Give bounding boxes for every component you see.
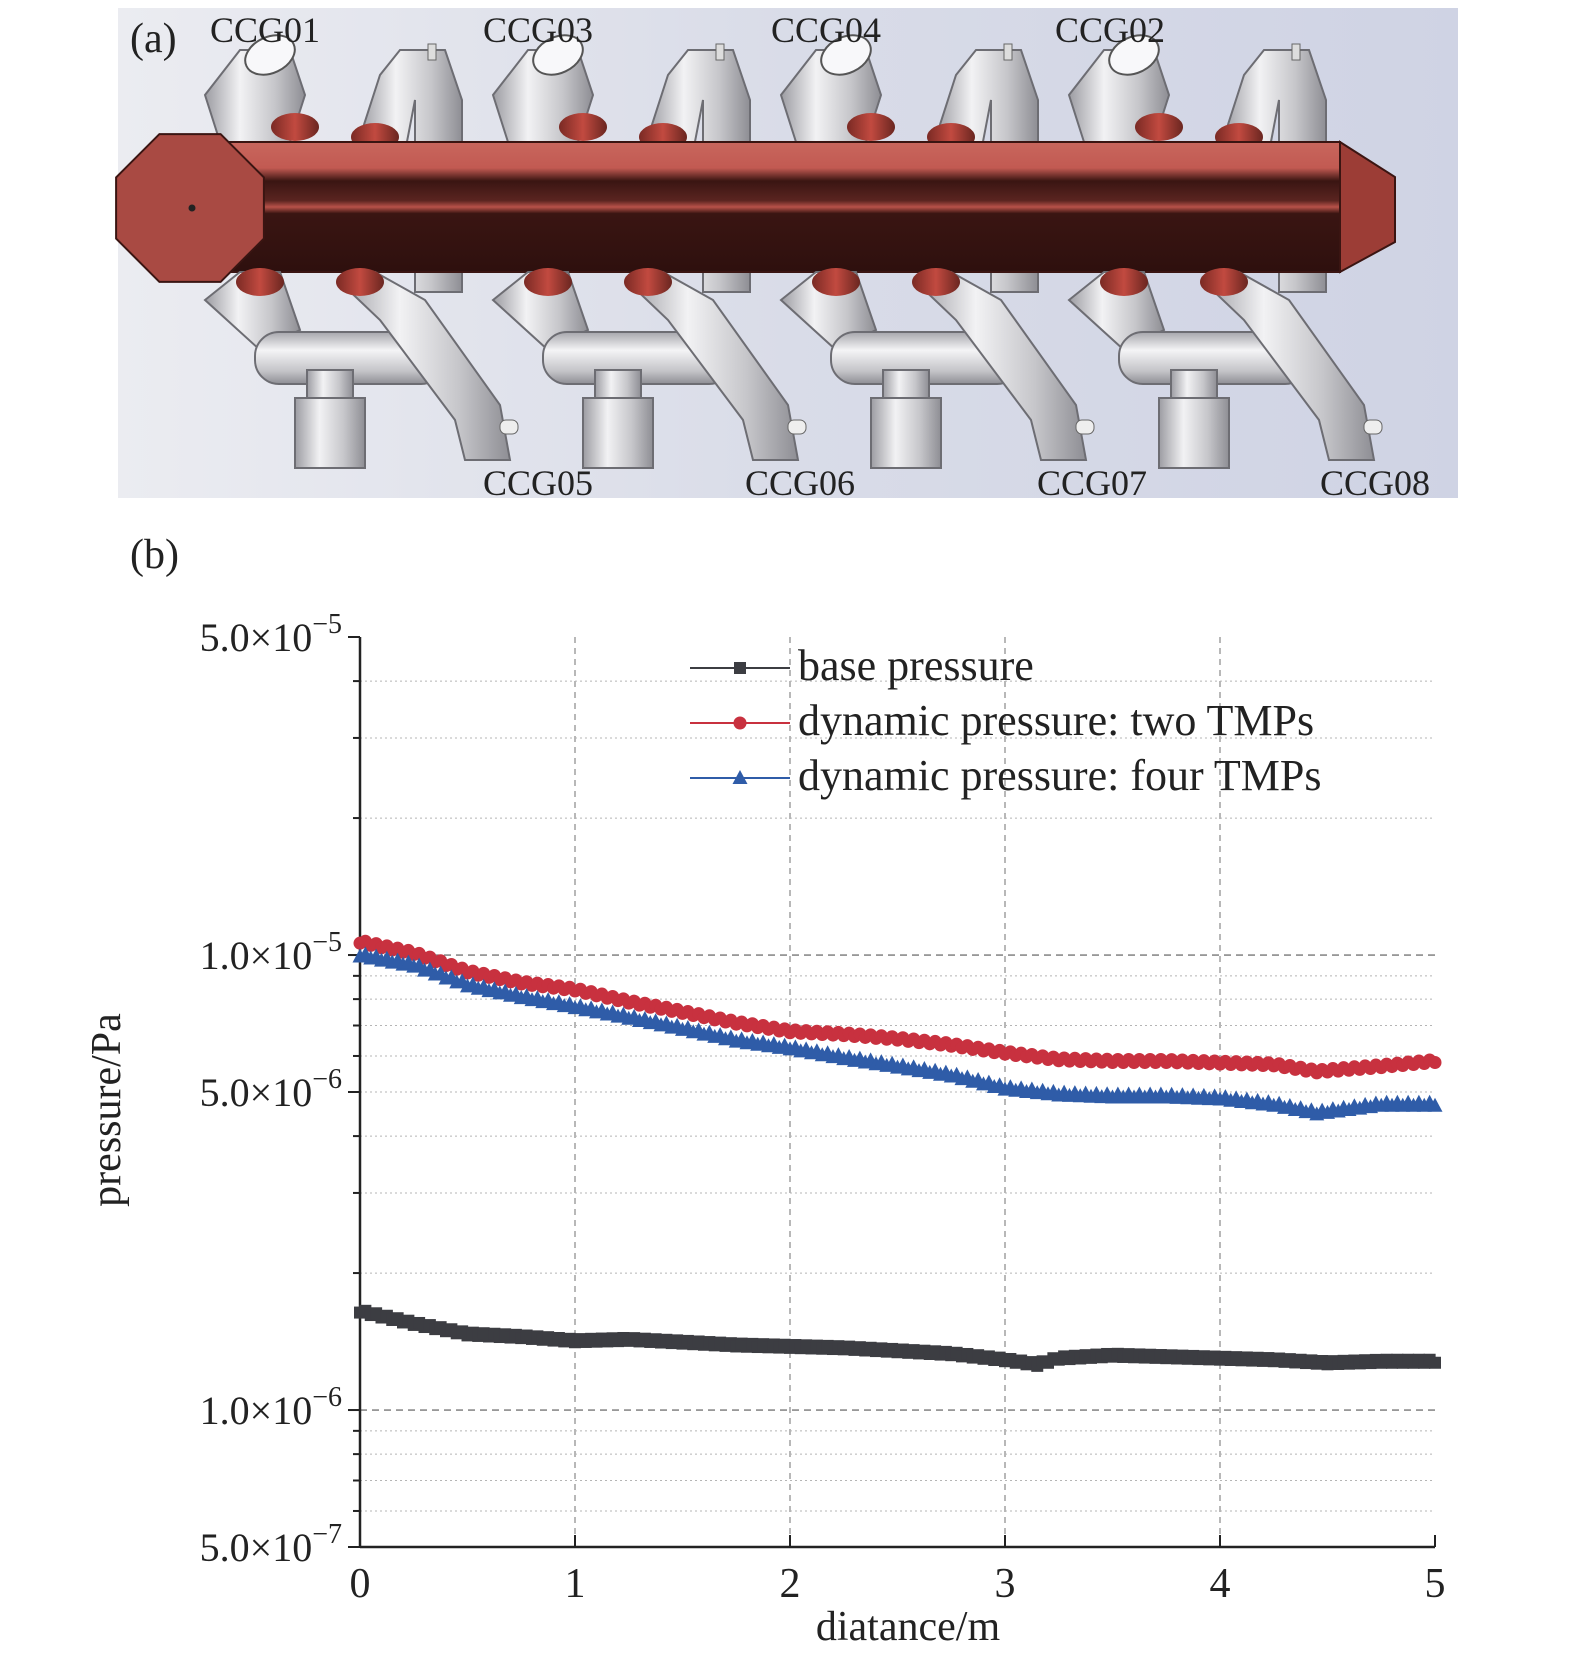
turbo-pump xyxy=(1158,397,1230,469)
gauge-label-ccg03: CCG03 xyxy=(483,10,593,50)
series-circle xyxy=(353,934,1442,1080)
panel-a-label: (a) xyxy=(130,16,177,62)
legend-marker xyxy=(733,716,747,730)
turbo-pump xyxy=(870,397,942,469)
y-tick-mantissa: 5.0×10 xyxy=(200,1525,313,1570)
vacuum-chamber-illustration: (a) CCG01 CCG03 CCG04 CCG02 CCG05 CCG06 CCG07 C… xyxy=(115,8,1458,503)
x-tick-label: 5 xyxy=(1425,1561,1446,1607)
x-tick-label: 1 xyxy=(565,1561,586,1607)
turbo-pump xyxy=(582,397,654,469)
flange xyxy=(1200,268,1248,296)
gauge-label-ccg07: CCG07 xyxy=(1037,463,1147,503)
flange xyxy=(336,268,384,296)
data-point-circle xyxy=(1428,1055,1442,1069)
data-point-triangle xyxy=(1427,1097,1443,1112)
flange xyxy=(847,113,895,141)
legend-label: dynamic pressure: four TMPs xyxy=(798,751,1321,800)
gauge-port xyxy=(244,34,296,76)
flange xyxy=(524,268,572,296)
pump-stem xyxy=(1170,369,1218,401)
pump-stem xyxy=(882,369,930,401)
y-tick-exponent: −5 xyxy=(312,609,342,640)
gauge-nozzle xyxy=(1003,43,1013,61)
chamber-end-cap xyxy=(1339,140,1396,274)
panel-b: (b) 5.0×10−5 1.0×10−5 5.0×10−6 1.0×10−6 5.0×… xyxy=(0,530,1575,1650)
y-tick-mantissa: 1.0×10 xyxy=(200,1388,313,1433)
legend-label: dynamic pressure: two TMPs xyxy=(798,696,1314,745)
y-tick-label: 1.0×10−5 xyxy=(200,927,342,978)
pump-stem xyxy=(594,369,642,401)
gauge-nozzle xyxy=(1363,419,1383,435)
pressure-chart: (b) 5.0×10−51.0×10−55.0×10−61.0×10−65.0×… xyxy=(84,532,1446,1650)
y-tick-label: 5.0×10−7 xyxy=(200,1519,342,1570)
pump-stem xyxy=(306,369,354,401)
x-axis-label: diatance/m xyxy=(816,1604,1001,1648)
panel-b-label: (b) xyxy=(130,532,179,578)
chart-series xyxy=(352,934,1443,1372)
gauge-label-ccg08: CCG08 xyxy=(1320,463,1430,503)
x-tick-label: 3 xyxy=(995,1561,1016,1607)
flange xyxy=(624,268,672,296)
gauge-label-ccg01: CCG01 xyxy=(210,10,320,50)
gauge-nozzle xyxy=(787,419,807,435)
y-axis-label: pressure/Pa xyxy=(84,1013,130,1207)
x-tick-label: 4 xyxy=(1210,1561,1231,1607)
gauge-port xyxy=(820,34,872,76)
series-triangle xyxy=(352,946,1443,1121)
series-line xyxy=(359,940,1436,1073)
y-tick-exponent: −5 xyxy=(312,927,342,958)
flange xyxy=(1100,268,1148,296)
legend-marker xyxy=(732,770,748,784)
legend-marker xyxy=(734,662,746,674)
gauge-label-ccg04: CCG04 xyxy=(771,10,881,50)
turbo-pump xyxy=(294,397,366,469)
x-tick-label: 0 xyxy=(350,1561,371,1607)
flange xyxy=(812,268,860,296)
y-tick-mantissa: 5.0×10 xyxy=(200,615,313,660)
gauge-nozzle xyxy=(1291,43,1301,61)
panel-a: (a) CCG01 CCG03 CCG04 CCG02 CCG05 CCG06 CCG07 C… xyxy=(0,0,1575,510)
gauge-nozzle xyxy=(715,43,725,61)
chart-legend: base pressure dynamic pressure: two TMPs d… xyxy=(690,641,1321,800)
gauge-port xyxy=(532,34,584,76)
chart-grid xyxy=(360,637,1435,1547)
flange xyxy=(271,113,319,141)
y-tick-mantissa: 1.0×10 xyxy=(200,933,313,978)
y-tick-label: 5.0×10−6 xyxy=(200,1064,342,1115)
data-point-square xyxy=(1429,1356,1441,1369)
y-tick-exponent: −7 xyxy=(312,1519,342,1550)
y-tick-mantissa: 5.0×10 xyxy=(200,1070,313,1115)
y-tick-exponent: −6 xyxy=(312,1064,342,1095)
gauge-label-ccg05: CCG05 xyxy=(483,463,593,503)
flange xyxy=(1135,113,1183,141)
chart-axes: 5.0×10−51.0×10−55.0×10−61.0×10−65.0×10−7… xyxy=(200,609,1446,1607)
flange-center-dot xyxy=(188,204,196,212)
gauge-label-ccg06: CCG06 xyxy=(745,463,855,503)
legend-label: base pressure xyxy=(798,641,1034,690)
gauge-nozzle xyxy=(499,419,519,435)
gauge-port xyxy=(1108,34,1160,76)
gauge-nozzle xyxy=(427,43,437,61)
series-square xyxy=(354,1304,1441,1372)
y-tick-label: 1.0×10−6 xyxy=(200,1382,342,1433)
y-tick-exponent: −6 xyxy=(312,1382,342,1413)
x-tick-label: 2 xyxy=(780,1561,801,1607)
vacuum-chamber xyxy=(199,141,1341,273)
y-tick-label: 5.0×10−5 xyxy=(200,609,342,660)
flange xyxy=(559,113,607,141)
gauge-label-ccg02: CCG02 xyxy=(1055,10,1165,50)
gauge-nozzle xyxy=(1075,419,1095,435)
flange xyxy=(236,268,284,296)
flange xyxy=(912,268,960,296)
